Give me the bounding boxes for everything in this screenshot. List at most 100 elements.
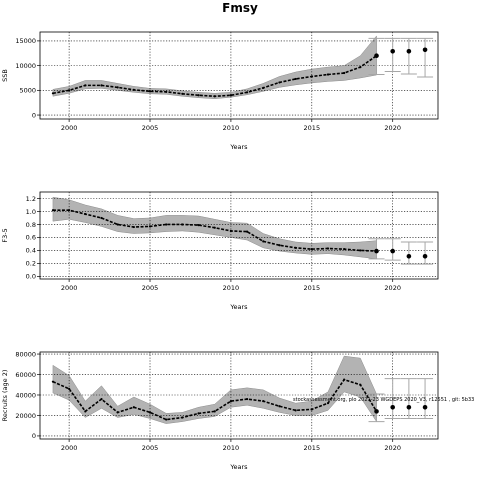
series-point bbox=[213, 95, 216, 98]
y-tick-label: 0.4 bbox=[26, 247, 36, 255]
series-point bbox=[132, 88, 135, 91]
series-point bbox=[343, 71, 346, 75]
series-point bbox=[197, 412, 200, 415]
x-tick-label: 2010 bbox=[223, 284, 240, 292]
y-tick-label: 5000 bbox=[19, 87, 36, 95]
forecast-point bbox=[374, 248, 379, 254]
series-point bbox=[294, 409, 297, 412]
x-tick-label: 2015 bbox=[304, 444, 321, 452]
series-point bbox=[326, 247, 330, 250]
x-axis-label: Years bbox=[229, 143, 248, 151]
x-tick-label: 2000 bbox=[61, 124, 78, 132]
series-point bbox=[197, 94, 200, 97]
series-point bbox=[181, 416, 184, 419]
x-axis-label: Years bbox=[229, 463, 248, 471]
y-axis-label: F3-5 bbox=[1, 228, 9, 242]
series-point bbox=[165, 418, 168, 421]
series-point bbox=[165, 223, 168, 226]
series-point bbox=[100, 397, 103, 401]
series-point bbox=[310, 248, 313, 251]
series-point bbox=[197, 224, 200, 227]
series-point bbox=[245, 397, 249, 401]
forecast-point bbox=[406, 404, 412, 410]
chart-panel-3: 2000 2005 2010 2015 2020 0 20000 40000 60000 8000… bbox=[1, 350, 439, 471]
plot-frame bbox=[39, 31, 439, 120]
series-point bbox=[132, 406, 135, 409]
y-tick-label: 1.2 bbox=[26, 195, 36, 203]
series-point bbox=[294, 246, 297, 249]
forecast-point bbox=[374, 409, 379, 414]
x-tick-label: 2005 bbox=[142, 444, 159, 452]
series-point bbox=[310, 75, 313, 78]
series-point bbox=[116, 86, 119, 89]
y-tick-label: 0.6 bbox=[26, 234, 36, 242]
series-point bbox=[326, 73, 330, 76]
series-point bbox=[294, 77, 297, 81]
y-tick-label: 1.0 bbox=[26, 208, 36, 216]
x-tick-label: 2015 bbox=[304, 284, 321, 292]
series-point bbox=[343, 248, 346, 251]
y-axis-label: Recruits (age 2) bbox=[1, 370, 9, 422]
series-point bbox=[84, 84, 87, 87]
series-point bbox=[148, 225, 152, 228]
series-point bbox=[148, 411, 152, 414]
forecast-point bbox=[406, 253, 412, 259]
forecast-point bbox=[422, 47, 428, 53]
series-line bbox=[52, 378, 378, 421]
x-tick-label: 2005 bbox=[142, 284, 159, 292]
forecast-point bbox=[422, 404, 428, 410]
series-point bbox=[229, 229, 233, 233]
series-point bbox=[100, 216, 103, 220]
y-tick-label: 10000 bbox=[15, 62, 36, 70]
y-tick-label: 0 bbox=[32, 111, 36, 119]
footnote: stockassessment.org, plo 2021-23 WGDEPS … bbox=[293, 397, 474, 403]
plot-frame bbox=[39, 351, 439, 440]
figure-title: Fmsy bbox=[222, 1, 258, 15]
x-tick-label: 2010 bbox=[223, 124, 240, 132]
series-point bbox=[68, 209, 71, 212]
series-point bbox=[278, 405, 281, 408]
x-tick-label: 2020 bbox=[384, 124, 401, 132]
series-point bbox=[68, 387, 71, 390]
forecast-point bbox=[374, 53, 379, 59]
series-point bbox=[116, 223, 119, 226]
y-tick-label: 40000 bbox=[15, 391, 36, 399]
y-tick-label: 0.8 bbox=[26, 221, 36, 229]
y-tick-label: 60000 bbox=[15, 371, 36, 379]
y-tick-label: 0.0 bbox=[26, 273, 36, 281]
series-point bbox=[245, 91, 249, 94]
chart-panel-1: 2000 2005 2010 2015 2020 0 5000 10000 15000 Years… bbox=[1, 31, 439, 151]
series-point bbox=[213, 226, 216, 229]
series-point bbox=[262, 400, 265, 403]
plot-frame bbox=[39, 191, 439, 280]
series-point bbox=[165, 90, 168, 93]
x-tick-label: 2005 bbox=[142, 124, 159, 132]
series-point bbox=[310, 408, 313, 411]
forecast-point bbox=[390, 48, 395, 54]
x-tick-label: 2020 bbox=[384, 284, 401, 292]
x-tick-label: 2020 bbox=[384, 444, 401, 452]
forecast-point bbox=[422, 253, 428, 259]
x-tick-label: 2015 bbox=[304, 124, 321, 132]
confidence-band bbox=[52, 35, 377, 99]
series-point bbox=[181, 92, 184, 95]
series-point bbox=[84, 410, 87, 413]
series-point bbox=[229, 400, 233, 403]
series-point bbox=[213, 410, 216, 413]
series-point bbox=[229, 94, 233, 97]
series-point bbox=[51, 209, 55, 212]
series-point bbox=[262, 240, 265, 243]
x-axis-label: Years bbox=[229, 303, 248, 311]
forecast-point bbox=[390, 248, 395, 254]
y-tick-label: 15000 bbox=[15, 37, 36, 45]
series-point bbox=[359, 65, 362, 69]
y-axis-label: SSB bbox=[1, 69, 9, 82]
confidence-band bbox=[52, 355, 377, 424]
series-point bbox=[51, 380, 55, 383]
series-point bbox=[116, 411, 119, 414]
series-point bbox=[132, 225, 135, 229]
y-tick-label: 0 bbox=[32, 432, 36, 440]
y-tick-label: 80000 bbox=[15, 350, 36, 358]
series-point bbox=[262, 86, 265, 89]
